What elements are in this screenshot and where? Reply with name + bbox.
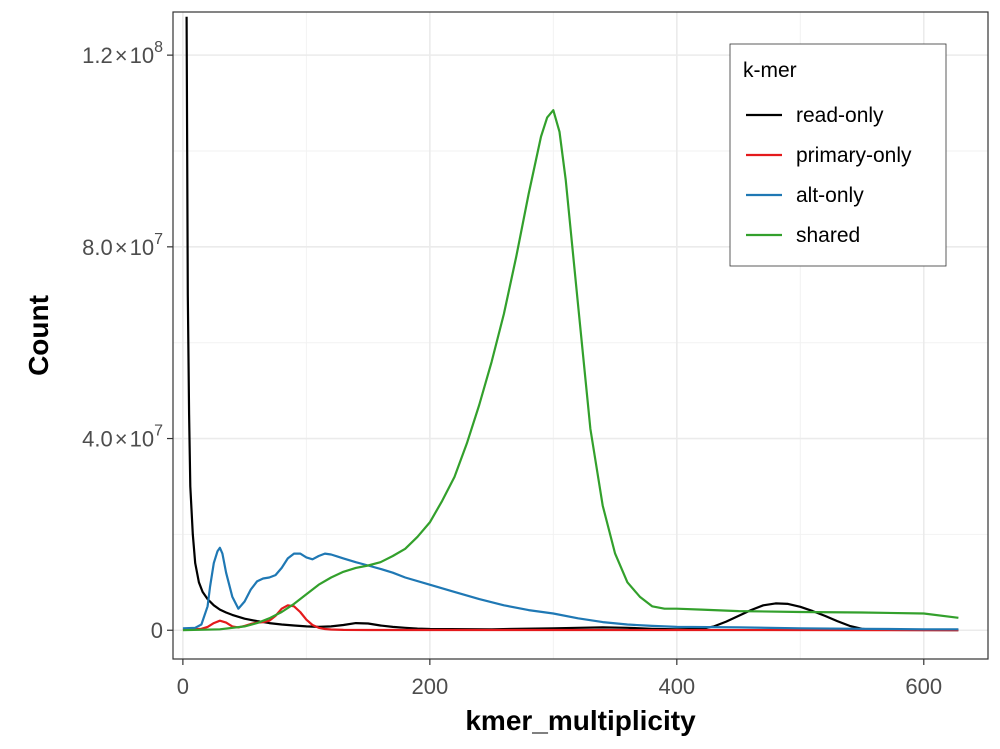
x-tick-label: 600 bbox=[905, 674, 942, 699]
legend-label-alt-only: alt-only bbox=[796, 184, 864, 207]
legend-label-read-only: read-only bbox=[796, 104, 884, 127]
legend-item-primary-only: primary-only bbox=[746, 144, 912, 167]
y-tick-label: 1.2×108 bbox=[82, 39, 163, 68]
panel-border bbox=[172, 11, 989, 660]
x-tick-label: 200 bbox=[411, 674, 448, 699]
legend-item-read-only: read-only bbox=[746, 104, 884, 127]
legend-label-shared: shared bbox=[796, 224, 860, 247]
y-axis-title: Count bbox=[23, 295, 54, 376]
x-axis-ticks: 0 200 400 600 bbox=[177, 659, 942, 699]
legend-label-primary-only: primary-only bbox=[796, 144, 912, 167]
series-line-read-only bbox=[185, 16, 959, 632]
series-line-primary-only bbox=[182, 604, 959, 632]
legend-title: k-mer bbox=[743, 59, 797, 82]
legend: k-mer read-only primary-only alt-only share… bbox=[729, 43, 947, 267]
legend-item-alt-only: alt-only bbox=[746, 184, 864, 207]
series-line-shared bbox=[182, 109, 959, 632]
x-tick-label: 400 bbox=[658, 674, 695, 699]
x-axis-title: kmer_multiplicity bbox=[465, 705, 696, 736]
legend-item-shared: shared bbox=[746, 224, 860, 247]
y-tick-label: 8.0×107 bbox=[82, 231, 163, 260]
y-tick-label: 0 bbox=[151, 618, 163, 643]
y-axis-ticks: 0 4.0×107 8.0×107 1.2×108 bbox=[82, 39, 173, 643]
legend-items: read-only primary-only alt-only shared bbox=[746, 104, 912, 247]
x-tick-label: 0 bbox=[177, 674, 189, 699]
series-line-alt-only bbox=[182, 546, 959, 631]
series-lines bbox=[182, 16, 959, 632]
y-tick-label: 4.0×107 bbox=[82, 423, 163, 452]
